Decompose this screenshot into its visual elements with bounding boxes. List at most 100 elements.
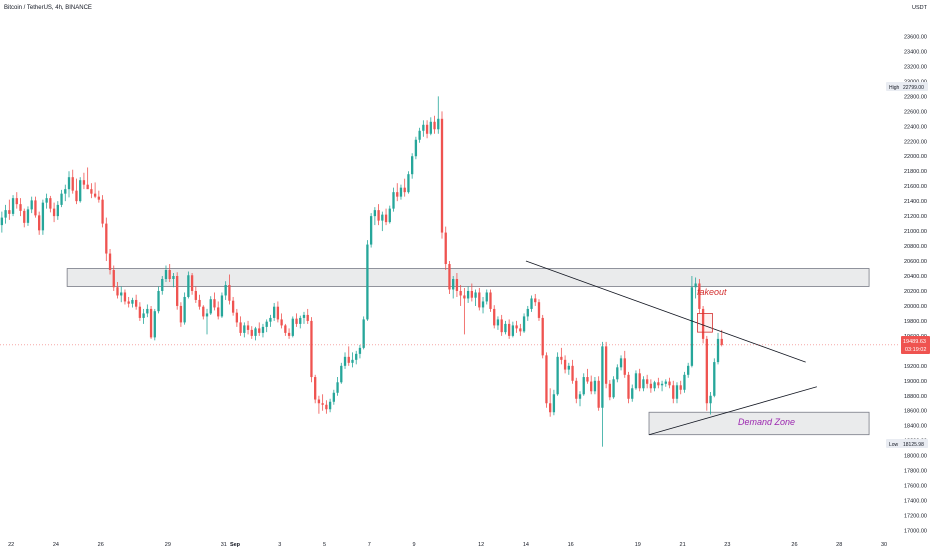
- candle-body: [86, 184, 89, 190]
- y-tick-label: 18000.00: [904, 454, 927, 460]
- fakeout-label: fakeout: [697, 287, 727, 297]
- candle-body: [541, 317, 544, 356]
- candle-body: [377, 210, 380, 221]
- candle-body: [414, 139, 418, 157]
- candle-body: [586, 377, 589, 382]
- last-price-badge-bg: [901, 336, 930, 354]
- candle-body: [82, 180, 86, 185]
- candle-body: [340, 365, 343, 383]
- y-tick-label: 17000.00: [904, 529, 927, 535]
- x-tick-label: 30: [881, 542, 887, 548]
- candle-body: [716, 338, 720, 363]
- candle-body: [67, 177, 71, 190]
- candle-body: [578, 394, 582, 399]
- candle-body: [713, 362, 716, 396]
- candle-body: [49, 198, 52, 209]
- candle-body: [131, 299, 134, 304]
- chart-title: Bitcoin / TetherUS, 4h, BINANCE: [4, 5, 92, 11]
- candle-body: [220, 295, 224, 317]
- y-tick-label: 17800.00: [904, 469, 927, 475]
- candle-body: [168, 270, 171, 279]
- candle-body: [261, 326, 265, 333]
- x-tick-label: 3: [278, 542, 281, 548]
- candle-body: [485, 292, 488, 302]
- candle-body: [198, 299, 201, 307]
- y-tick-label: 19800.00: [904, 319, 927, 325]
- candle-body: [657, 382, 660, 386]
- drawing-overlays: [0, 260, 900, 436]
- candle-body: [627, 374, 630, 399]
- time-axis[interactable]: 22 24 26 29 31 Sep 3 5 7 9 12 14 16 19 21 23 26 28 30: [8, 542, 887, 548]
- candle-body: [679, 385, 682, 390]
- candle-body: [698, 283, 701, 309]
- candle-body: [101, 199, 104, 224]
- candle-body: [403, 187, 406, 193]
- candle-body: [351, 359, 354, 363]
- y-tick-label: 17400.00: [904, 499, 927, 505]
- candle-body: [407, 174, 410, 193]
- x-tick-label: 14: [523, 542, 529, 548]
- candle-body: [4, 210, 7, 218]
- candle-body: [455, 278, 459, 291]
- candle-body: [392, 192, 395, 209]
- candle-body: [64, 189, 67, 194]
- candle-body: [537, 302, 541, 318]
- candle-body: [11, 198, 15, 214]
- candle-body: [183, 296, 186, 323]
- candle-body: [142, 313, 145, 318]
- candle-body: [645, 379, 649, 384]
- candle-body: [19, 204, 22, 211]
- currency-label: USDT: [912, 5, 928, 11]
- y-tick-label: 22600.00: [904, 109, 927, 115]
- candle-body: [381, 214, 384, 221]
- candle-body: [425, 124, 429, 134]
- candle-body: [26, 209, 30, 223]
- candle-body: [56, 204, 59, 217]
- x-tick-label: 28: [836, 542, 842, 548]
- x-tick-label: 24: [53, 542, 59, 548]
- candle-body: [511, 325, 515, 336]
- high-badge: High 22799.00: [886, 82, 928, 91]
- candle-body: [362, 319, 365, 348]
- y-tick-label: 23200.00: [904, 64, 927, 70]
- candle-body: [224, 284, 227, 296]
- candle-body: [190, 275, 194, 291]
- candle-body: [52, 208, 56, 217]
- y-tick-label: 22800.00: [904, 94, 927, 100]
- candle-body: [38, 215, 41, 231]
- candle-body: [116, 287, 119, 296]
- candle-body: [493, 308, 496, 326]
- candle-body: [612, 379, 615, 398]
- candle-body: [358, 347, 362, 354]
- candle-body: [321, 403, 324, 405]
- y-tick-label: 21400.00: [904, 199, 927, 205]
- candle-body: [336, 382, 339, 393]
- candle-body: [448, 264, 451, 290]
- candle-body: [187, 275, 190, 297]
- candle-body: [463, 295, 466, 299]
- candle-body: [638, 373, 641, 389]
- candle-body: [694, 283, 697, 288]
- candle-body: [582, 377, 585, 395]
- candle-body: [549, 403, 552, 413]
- x-tick-label: Sep: [230, 542, 241, 548]
- candle-body: [444, 232, 447, 265]
- candle-body: [399, 187, 403, 197]
- x-tick-label: 7: [368, 542, 371, 548]
- candle-body: [720, 338, 723, 345]
- high-value: 22799.00: [903, 85, 924, 91]
- y-tick-label: 18600.00: [904, 409, 927, 415]
- x-tick-label: 9: [412, 542, 415, 548]
- candle-body: [396, 192, 399, 197]
- candle-body: [314, 377, 317, 400]
- candle-series: [0, 96, 723, 447]
- y-tick-label: 20200.00: [904, 289, 927, 295]
- candle-body: [466, 290, 470, 299]
- candle-body: [332, 392, 335, 402]
- candle-body: [157, 290, 160, 312]
- candle-body: [235, 312, 239, 323]
- candle-body: [429, 121, 432, 134]
- x-tick-label: 19: [635, 542, 641, 548]
- descending-trendline: [525, 260, 806, 363]
